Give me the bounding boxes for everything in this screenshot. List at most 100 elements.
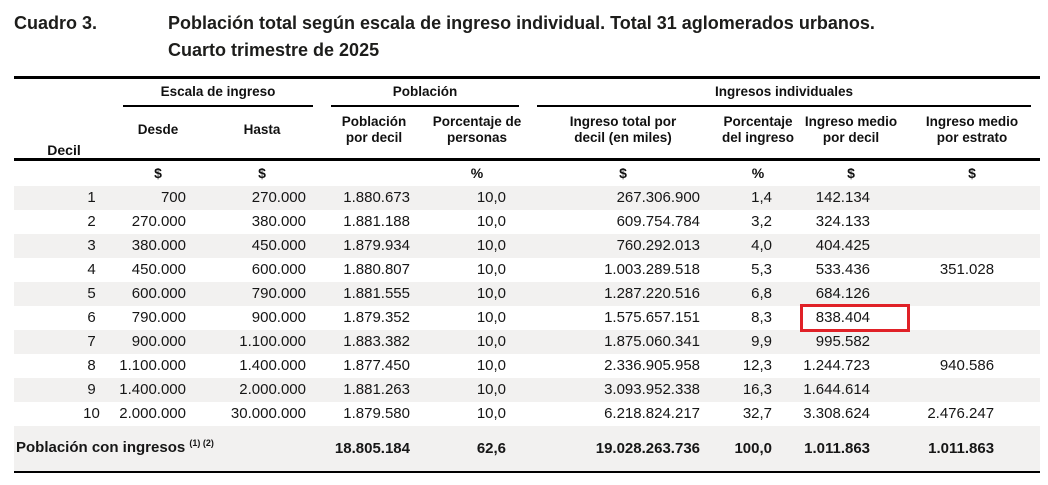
cell-ingreso-total: 1.003.289.518 [604,261,701,278]
unit-hasta: $ [202,158,322,186]
cell-hasta: 450.000 [251,237,306,254]
table-row: 9 1.400.000 2.000.000 1.881.263 10,0 3.0… [14,377,1041,402]
cell-porcentaje-ingreso: 12,3 [742,357,773,374]
cell-ingreso-total: 3.093.952.338 [604,381,701,398]
cell-desde: 790.000 [131,309,186,326]
total-row: Población con ingresos (1) (2) 18.805.18… [14,425,1041,473]
cell-poblacion-por-decil: 1.879.352 [343,309,410,326]
cell-poblacion-por-decil: 1.879.934 [343,237,410,254]
cell-decil: 4 [87,261,96,278]
cell-ingreso-medio-decil: 684.126 [815,285,871,302]
unit-decil [14,158,114,186]
table-row: 5 600.000 790.000 1.881.555 10,0 1.287.2… [14,281,1041,306]
units-row: $ $ % $ % $ $ [14,158,1041,186]
cell-hasta: 2.000.000 [239,381,306,398]
column-header-ingreso-medio-por-decil: Ingreso medio por decil [804,113,898,146]
cell-ingreso-total: 1.875.060.341 [604,333,701,350]
cell-porcentaje-ingreso: 3,2 [751,213,773,230]
table-row: 6 790.000 900.000 1.879.352 10,0 1.575.6… [14,303,1040,332]
total-row-label: Población con ingresos (1) (2) [14,425,322,473]
table-row: 2 270.000 380.000 1.881.188 10,0 609.754… [14,210,1040,234]
cell-hasta: 380.000 [251,213,306,230]
cell-desde: 1.100.000 [119,357,186,374]
cell-decil: 7 [87,333,96,350]
cell-poblacion-por-decil: 1.881.263 [343,381,410,398]
cell-hasta: 1.400.000 [239,357,306,374]
cell-ingreso-medio-estrato: 2.476.247 [927,405,995,422]
table-row: 7 900.000 1.100.000 1.883.382 10,0 1.875… [14,329,1041,354]
table-row: 3 380.000 450.000 1.879.934 10,0 760.292… [14,233,1041,258]
total-ingreso-medio-decil: 1.011.863 [798,425,905,473]
cell-poblacion-por-decil: 1.879.580 [343,405,410,422]
unit-desde: $ [114,158,202,186]
total-ingreso-medio-estrato: 1.011.863 [904,425,1041,473]
unit-ingreso-medio-decil: $ [798,158,905,186]
cell-poblacion-por-decil: 1.881.188 [343,213,410,230]
cell-porcentaje-personas: 10,0 [476,405,507,422]
cell-ingreso-medio-decil: 324.133 [815,213,871,230]
cell-decil: 5 [87,285,96,302]
cell-porcentaje-personas: 10,0 [476,285,507,302]
column-header-desde: Desde [137,122,179,138]
cell-porcentaje-personas: 10,0 [476,357,507,374]
column-header-poblacion-por-decil: Población por decil [341,113,407,146]
table-row: 1 700 270.000 1.880.673 10,0 267.306.900… [14,185,1041,210]
cell-decil: 1 [87,189,96,206]
cell-porcentaje-personas: 10,0 [476,213,507,230]
cell-ingreso-total: 760.292.013 [616,237,701,254]
cell-desde: 900.000 [131,333,186,350]
cell-decil: 9 [87,381,96,398]
cell-porcentaje-ingreso: 1,4 [751,189,773,206]
cell-hasta: 270.000 [251,189,306,206]
total-ingreso-total: 19.028.263.736 [528,425,719,473]
table-title-text: Población total según escala de ingreso … [168,10,875,64]
unit-ingreso-total: $ [528,158,719,186]
cell-ingreso-total: 2.336.905.958 [604,357,701,374]
cell-hasta: 900.000 [251,309,306,326]
unit-porcentaje-de-personas: % [426,158,529,186]
total-poblacion-por-decil: 18.805.184 [322,425,426,473]
total-porcentaje-personas: 62,6 [426,425,529,473]
income-decile-table: Decil Escala de ingreso Población Ingres… [14,76,1041,473]
column-header-row: Desde Hasta Población por decil Porcenta… [14,107,1040,160]
cell-ingreso-medio-estrato [904,306,1040,330]
cell-ingreso-total: 1.575.657.151 [604,309,701,326]
cell-desde: 2.000.000 [119,405,186,422]
cell-poblacion-por-decil: 1.881.555 [343,285,410,302]
column-header-porcentaje-del-ingreso: Porcentaje del ingreso [722,113,795,146]
cell-poblacion-por-decil: 1.880.807 [343,261,410,278]
group-header-row: Decil Escala de ingreso Población Ingres… [14,76,1041,160]
cell-ingreso-medio-estrato: 940.586 [939,357,995,374]
cell-ingreso-medio-decil: 533.436 [815,261,871,278]
cell-ingreso-medio-decil: 995.582 [815,333,871,350]
table-body: 1 700 270.000 1.880.673 10,0 267.306.900… [14,185,1041,426]
column-header-hasta: Hasta [243,122,281,138]
cell-ingreso-total: 1.287.220.516 [604,285,701,302]
group-header-ingresos-individuales: Ingresos individuales [528,76,1041,107]
cell-porcentaje-personas: 10,0 [476,381,507,398]
column-header-decil: Decil [14,76,114,160]
cell-porcentaje-personas: 10,0 [476,189,507,206]
cell-hasta: 1.100.000 [239,333,306,350]
group-header-poblacion: Población [322,76,529,107]
footnote-markers: (1) (2) [189,438,214,449]
cell-porcentaje-ingreso: 32,7 [742,405,773,422]
cell-hasta: 790.000 [251,285,306,302]
table-title: Cuadro 3. Población total según escala d… [0,0,1048,64]
cell-desde: 1.400.000 [119,381,186,398]
table-number-label: Cuadro 3. [14,13,98,33]
cell-hasta: 600.000 [251,261,306,278]
cell-ingreso-medio-decil: 838.404 [798,303,911,332]
cell-ingreso-total: 6.218.824.217 [604,405,701,422]
unit-porcentaje-del-ingreso: % [718,158,799,186]
unit-poblacion-por-decil [322,158,426,186]
unit-ingreso-medio-estrato: $ [904,158,1041,186]
cell-desde: 270.000 [131,213,186,230]
cell-ingreso-medio-estrato [904,186,1040,210]
cell-desde: 380.000 [131,237,186,254]
cell-ingreso-medio-decil: 404.425 [815,237,871,254]
cell-ingreso-total: 609.754.784 [616,213,701,230]
table-row: 4 450.000 600.000 1.880.807 10,0 1.003.2… [14,258,1040,282]
cell-decil: 6 [87,309,96,326]
